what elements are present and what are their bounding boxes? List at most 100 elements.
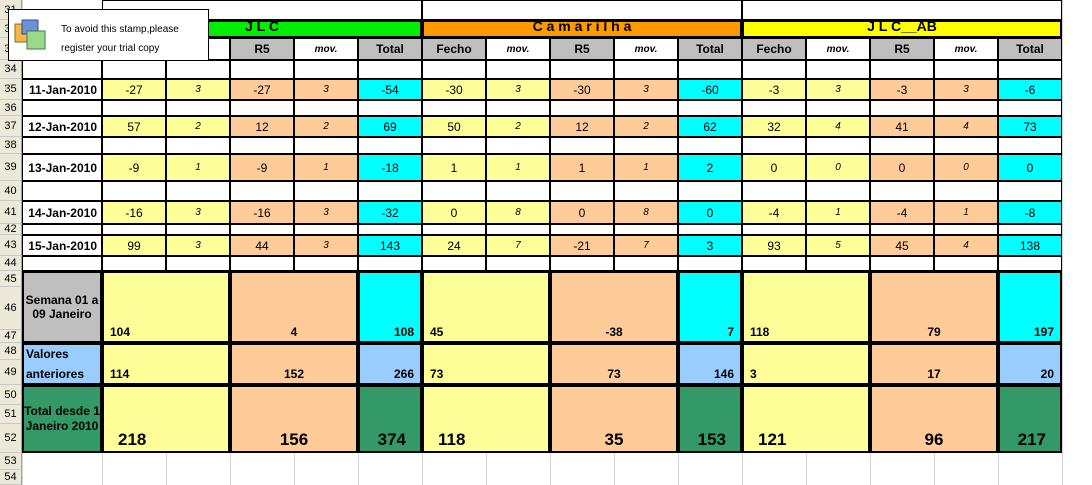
prev-summary-value[interactable]: 20 [998,343,1062,385]
blank-cell[interactable] [742,224,806,235]
blank-cell[interactable] [22,137,102,154]
blank-cell[interactable] [422,137,486,154]
top-cell[interactable] [422,0,742,20]
value-cell[interactable]: 69 [358,116,422,137]
value-cell[interactable]: 12 [550,116,614,137]
blank-cell[interactable] [550,181,614,201]
row-header[interactable]: 38 [0,137,22,154]
value-cell[interactable]: -27 [230,79,294,100]
value-cell[interactable]: 5 [806,235,870,256]
value-cell[interactable]: -9 [230,154,294,181]
blank-cell[interactable] [294,224,358,235]
row-header[interactable]: 43 [0,235,22,256]
value-cell[interactable]: 1 [614,154,678,181]
blank-cell[interactable] [22,60,102,79]
blank-cell[interactable] [294,137,358,154]
blank-cell[interactable] [358,256,422,271]
blank-cell[interactable] [230,224,294,235]
blank-cell[interactable] [742,137,806,154]
value-cell[interactable]: -27 [102,79,166,100]
total-summary-value[interactable]: 156 [230,385,358,453]
value-cell[interactable]: -60 [678,79,742,100]
column-header[interactable]: R5 [870,38,934,60]
blank-cell[interactable] [742,256,806,271]
value-cell[interactable]: 3 [678,235,742,256]
column-header[interactable]: Fecho [422,38,486,60]
value-cell[interactable]: 44 [230,235,294,256]
week-summary-value[interactable]: 197 [998,271,1062,343]
value-cell[interactable]: 24 [422,235,486,256]
blank-cell[interactable] [998,224,1062,235]
blank-cell[interactable] [678,224,742,235]
row-header[interactable]: 36 [0,100,22,116]
date-cell[interactable]: 13-Jan-2010 [22,154,102,181]
value-cell[interactable]: 50 [422,116,486,137]
prev-label[interactable]: Valores anteriores [22,343,102,385]
row-header[interactable]: 48 [0,343,22,360]
week-summary-value[interactable]: 79 [870,271,998,343]
blank-cell[interactable] [870,224,934,235]
value-cell[interactable]: 7 [486,235,550,256]
blank-cell[interactable] [230,256,294,271]
row-header[interactable]: 46 [0,287,22,330]
blank-cell[interactable] [486,100,550,116]
blank-cell[interactable] [550,100,614,116]
row-header[interactable]: 39 [0,154,22,181]
blank-cell[interactable] [870,100,934,116]
top-cell[interactable] [742,0,1062,20]
total-summary-value[interactable]: 218 [102,385,230,453]
value-cell[interactable]: 0 [742,154,806,181]
blank-cell[interactable] [422,60,486,79]
blank-cell[interactable] [294,181,358,201]
total-summary-value[interactable]: 118 [422,385,550,453]
blank-cell[interactable] [934,256,998,271]
value-cell[interactable]: -9 [102,154,166,181]
value-cell[interactable]: 3 [166,79,230,100]
value-cell[interactable]: 7 [614,235,678,256]
row-header[interactable]: 53 [0,453,22,470]
blank-cell[interactable] [614,224,678,235]
blank-cell[interactable] [294,60,358,79]
value-cell[interactable]: 1 [422,154,486,181]
value-cell[interactable]: 4 [806,116,870,137]
total-summary-value[interactable]: 374 [358,385,422,453]
column-header[interactable]: Total [358,38,422,60]
value-cell[interactable]: 0 [678,201,742,224]
total-summary-value[interactable]: 153 [678,385,742,453]
blank-cell[interactable] [934,100,998,116]
blank-cell[interactable] [678,137,742,154]
blank-cell[interactable] [486,137,550,154]
blank-cell[interactable] [102,100,166,116]
blank-cell[interactable] [22,181,102,201]
value-cell[interactable]: 41 [870,116,934,137]
date-cell[interactable]: 15-Jan-2010 [22,235,102,256]
value-cell[interactable]: -4 [742,201,806,224]
value-cell[interactable]: 2 [678,154,742,181]
blank-cell[interactable] [934,137,998,154]
blank-cell[interactable] [486,60,550,79]
blank-cell[interactable] [422,181,486,201]
blank-cell[interactable] [614,137,678,154]
prev-summary-value[interactable]: 114 [102,343,230,385]
row-header[interactable]: 41 [0,201,22,224]
blank-cell[interactable] [614,100,678,116]
value-cell[interactable]: -30 [550,79,614,100]
blank-cell[interactable] [998,100,1062,116]
row-header[interactable]: 42 [0,223,22,235]
value-cell[interactable]: 2 [166,116,230,137]
group-header[interactable]: J L C__AB [742,20,1062,38]
blank-cell[interactable] [294,100,358,116]
blank-cell[interactable] [486,256,550,271]
prev-summary-value[interactable]: 17 [870,343,998,385]
blank-cell[interactable] [934,60,998,79]
blank-cell[interactable] [934,181,998,201]
value-cell[interactable]: 3 [614,79,678,100]
blank-cell[interactable] [998,60,1062,79]
blank-cell[interactable] [806,224,870,235]
blank-cell[interactable] [870,181,934,201]
value-cell[interactable]: 3 [934,79,998,100]
column-header[interactable]: Total [678,38,742,60]
value-cell[interactable]: 0 [934,154,998,181]
week-summary-value[interactable]: 118 [742,271,870,343]
row-header[interactable]: 51 [0,405,22,424]
